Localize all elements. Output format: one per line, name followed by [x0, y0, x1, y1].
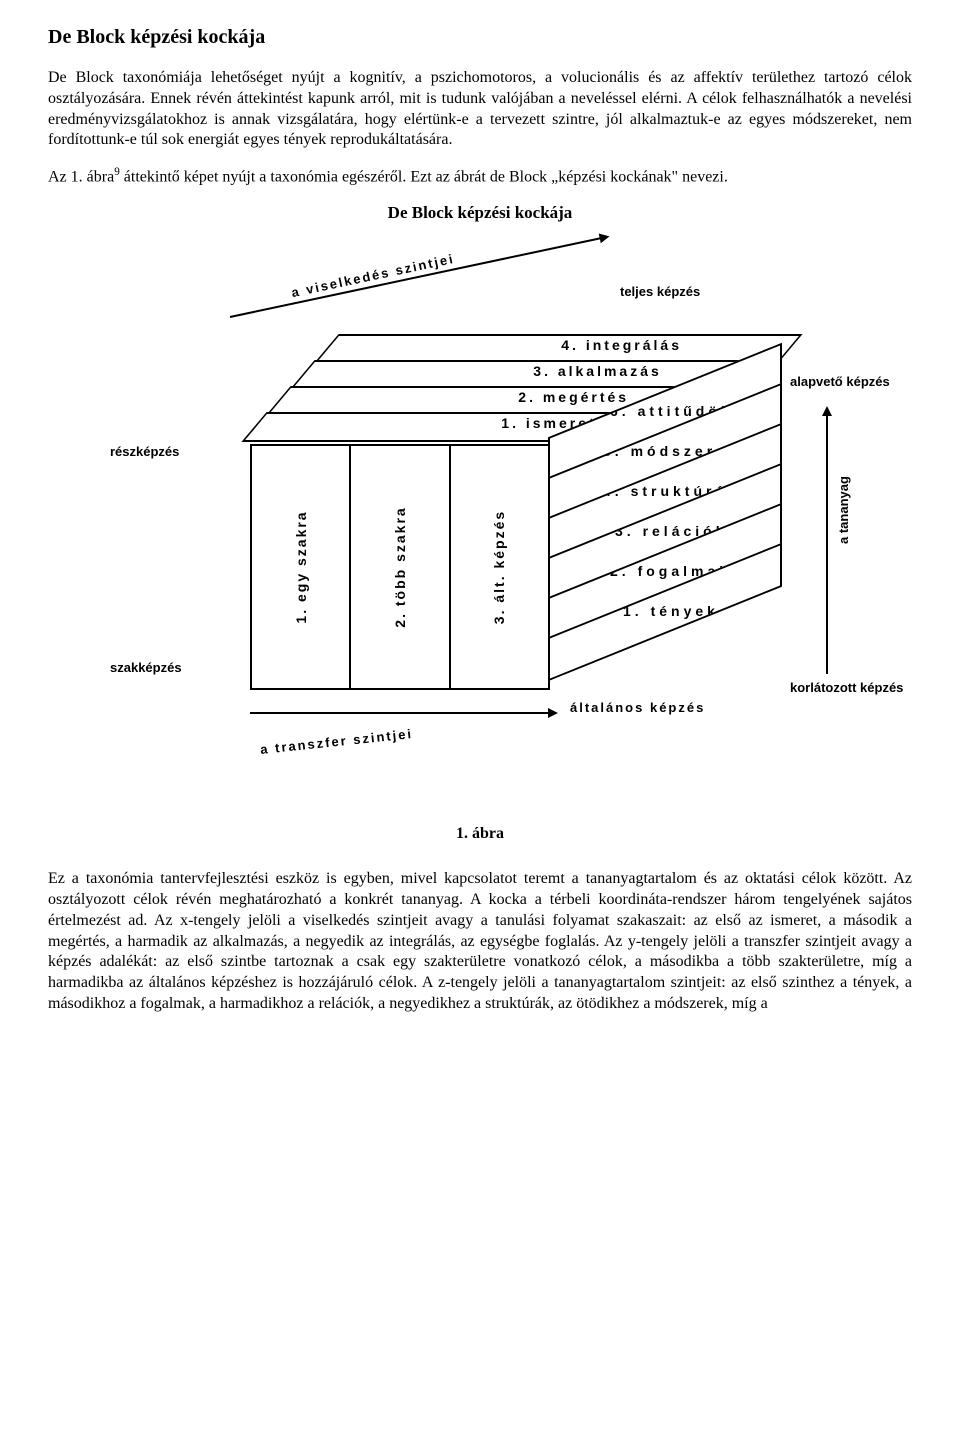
axis-front-arrow [250, 712, 550, 714]
axis-front-label: a transzfer szintjei [260, 726, 414, 759]
figure-caption: 1. ábra [48, 824, 912, 845]
axis-right-arrow [826, 414, 828, 674]
cube-front-face: 1. egy szakra 2. több szakra 3. ált. kép… [250, 444, 550, 690]
page-title: De Block képzési kockája [48, 24, 912, 50]
front-bar-1-label: 1. egy szakra [292, 511, 310, 624]
top-row-4-label: 4. integrálás [441, 336, 682, 354]
para2-pre: Az 1. ábra [48, 169, 114, 186]
axis-top-arrow [230, 237, 602, 318]
label-altalanos-kepzes: általános képzés [570, 700, 705, 717]
label-szakkepzes: szakképzés [110, 660, 182, 677]
cube-figure: a viselkedés szintjei teljes képzés 4. i… [48, 244, 912, 804]
axis-top-label: a viselkedés szintjei [290, 251, 456, 302]
front-bar-3-label: 3. ált. képzés [490, 510, 508, 624]
front-bar-3: 3. ált. képzés [449, 444, 550, 690]
label-alapveto-kepzes: alapvető képzés [790, 374, 890, 391]
paragraph-3: Ez a taxonómia tantervfejlesztési eszköz… [48, 869, 912, 1015]
cube-side-face: 6. attitűdök 5. módszerek 4. struktúrák … [548, 390, 800, 690]
paragraph-1: De Block taxonómiája lehetőséget nyújt a… [48, 68, 912, 151]
label-korlatozott-kepzes: korlátozott képzés [790, 680, 903, 697]
para2-post: áttekintő képet nyújt a taxonómia egészé… [120, 169, 728, 186]
label-korlatozott-kepzes-text: korlátozott képzés [790, 680, 903, 695]
figure-title: De Block képzési kockája [48, 202, 912, 224]
label-teljes-kepzes: teljes képzés [620, 284, 700, 301]
label-alapveto-kepzes-text: alapvető képzés [790, 374, 890, 389]
top-row-3-label: 3. alkalmazás [413, 362, 662, 380]
paragraph-2: Az 1. ábra9 áttekintő képet nyújt a taxo… [48, 165, 912, 188]
front-bar-1: 1. egy szakra [250, 444, 349, 690]
front-bar-2-label: 2. több szakra [391, 507, 409, 628]
label-reszkepzes: részképzés [110, 444, 179, 461]
front-bar-2: 2. több szakra [349, 444, 448, 690]
axis-right-label: a tananyag [836, 476, 853, 544]
